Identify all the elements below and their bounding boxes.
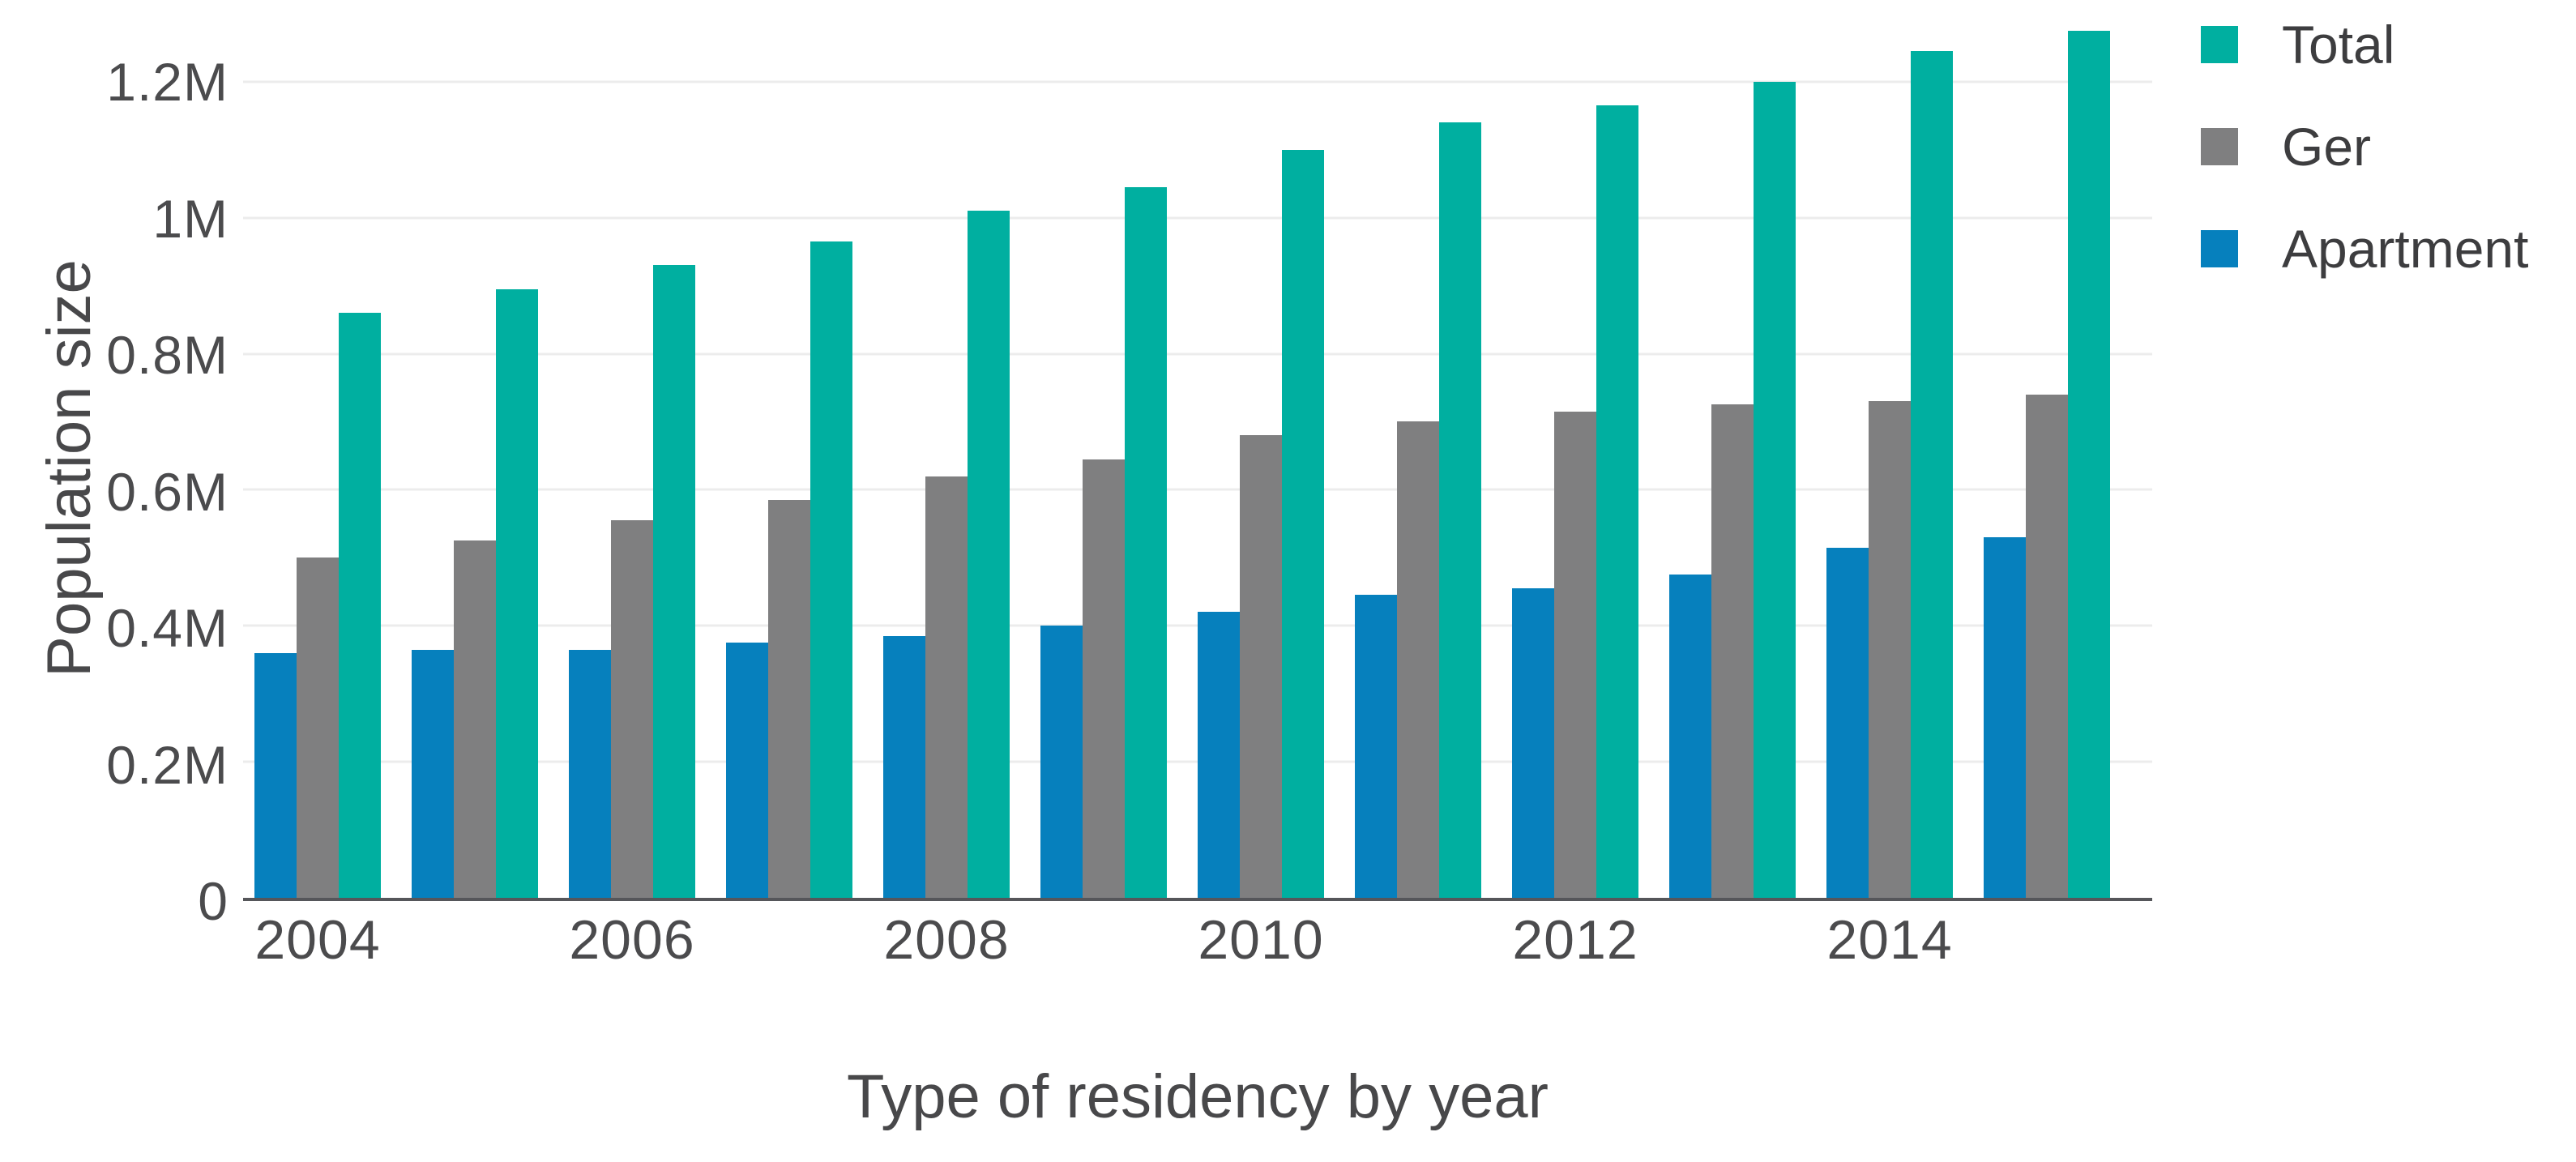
bar-ger-2007[interactable] xyxy=(768,499,810,898)
bar-apartment-2011[interactable] xyxy=(1355,595,1397,898)
bar-total-2012[interactable] xyxy=(1596,105,1638,898)
bar-total-2009[interactable] xyxy=(1125,186,1167,898)
bar-total-2015[interactable] xyxy=(2068,30,2110,898)
bar-total-2005[interactable] xyxy=(496,288,538,898)
bar-group-2006 xyxy=(569,0,695,898)
bar-ger-2011[interactable] xyxy=(1397,421,1439,898)
bar-group-2011 xyxy=(1355,0,1481,898)
bar-ger-2009[interactable] xyxy=(1083,459,1125,898)
plot-area xyxy=(243,0,2152,901)
bar-ger-2015[interactable] xyxy=(2026,394,2068,898)
x-tick-label-2004: 2004 xyxy=(254,909,381,971)
legend-swatch-total xyxy=(2201,26,2238,63)
bar-ger-2013[interactable] xyxy=(1711,404,1754,898)
bar-group-2012 xyxy=(1512,0,1638,898)
bar-ger-2010[interactable] xyxy=(1240,435,1282,898)
bar-apartment-2007[interactable] xyxy=(726,643,768,898)
bar-group-2015 xyxy=(1984,0,2110,898)
bar-apartment-2012[interactable] xyxy=(1512,588,1554,898)
bar-total-2013[interactable] xyxy=(1754,81,1796,898)
bar-apartment-2014[interactable] xyxy=(1826,547,1869,898)
bar-group-2010 xyxy=(1198,0,1324,898)
legend-item-apartment[interactable]: Apartment xyxy=(2201,222,2528,276)
bar-ger-2008[interactable] xyxy=(925,476,968,898)
bar-total-2014[interactable] xyxy=(1911,50,1953,898)
y-tick-label-0.4M: 0.4M xyxy=(106,598,229,659)
x-tick-label-2010: 2010 xyxy=(1198,909,1324,971)
x-axis-tick-labels: 2004 2006 2008 2010 2012 2014 xyxy=(243,912,2152,985)
y-tick-label-0.6M: 0.6M xyxy=(106,461,229,522)
bar-total-2008[interactable] xyxy=(968,211,1010,898)
bar-ger-2006[interactable] xyxy=(611,520,653,898)
x-tick-label-2014: 2014 xyxy=(1826,909,1953,971)
bar-apartment-2015[interactable] xyxy=(1984,537,2026,898)
bar-apartment-2006[interactable] xyxy=(569,649,611,898)
bar-total-2011[interactable] xyxy=(1439,122,1481,898)
legend-swatch-ger xyxy=(2201,128,2238,165)
bar-group-2009 xyxy=(1040,0,1167,898)
legend-item-ger[interactable]: Ger xyxy=(2201,120,2528,173)
gridline-1M xyxy=(243,216,2152,220)
x-tick-label-2008: 2008 xyxy=(883,909,1010,971)
bar-ger-2004[interactable] xyxy=(297,558,339,898)
bars-row xyxy=(243,0,2152,898)
legend-label-total: Total xyxy=(2282,15,2395,75)
legend: Total Ger Apartment xyxy=(2201,18,2528,324)
bar-apartment-2008[interactable] xyxy=(883,635,925,898)
bar-group-2004 xyxy=(254,0,381,898)
legend-swatch-apartment xyxy=(2201,230,2238,267)
bar-total-2004[interactable] xyxy=(339,313,381,898)
x-axis-title: Type of residency by year xyxy=(847,1062,1549,1131)
bar-group-2007 xyxy=(726,0,852,898)
bar-apartment-2010[interactable] xyxy=(1198,612,1240,898)
bar-apartment-2004[interactable] xyxy=(254,652,297,898)
gridline-1.2M xyxy=(243,80,2152,83)
bar-ger-2014[interactable] xyxy=(1869,401,1911,898)
bar-apartment-2013[interactable] xyxy=(1669,575,1711,898)
bar-apartment-2009[interactable] xyxy=(1040,626,1083,898)
bar-total-2006[interactable] xyxy=(653,265,695,898)
bar-total-2007[interactable] xyxy=(810,241,852,898)
y-tick-label-0.8M: 0.8M xyxy=(106,325,229,386)
legend-item-total[interactable]: Total xyxy=(2201,18,2528,71)
y-axis-tick-labels: 0 0.2M 0.4M 0.6M 0.8M 1M 1.2M xyxy=(0,0,229,928)
gridline-0.6M xyxy=(243,488,2152,491)
y-tick-label-0: 0 xyxy=(198,871,229,931)
x-tick-label-2006: 2006 xyxy=(569,909,695,971)
legend-label-apartment: Apartment xyxy=(2282,219,2529,279)
bar-group-2008 xyxy=(883,0,1010,898)
bar-group-2014 xyxy=(1826,0,1953,898)
bar-ger-2012[interactable] xyxy=(1554,411,1596,898)
y-tick-label-1M: 1M xyxy=(152,188,229,249)
bar-total-2010[interactable] xyxy=(1282,149,1324,898)
y-tick-label-1.2M: 1.2M xyxy=(106,52,229,113)
x-tick-label-2012: 2012 xyxy=(1512,909,1638,971)
gridline-0.8M xyxy=(243,352,2152,355)
bar-ger-2005[interactable] xyxy=(454,540,496,898)
legend-label-ger: Ger xyxy=(2282,117,2372,177)
y-tick-label-0.2M: 0.2M xyxy=(106,734,229,795)
bar-group-2005 xyxy=(412,0,538,898)
bar-apartment-2005[interactable] xyxy=(412,649,454,898)
bar-group-2013 xyxy=(1669,0,1796,898)
